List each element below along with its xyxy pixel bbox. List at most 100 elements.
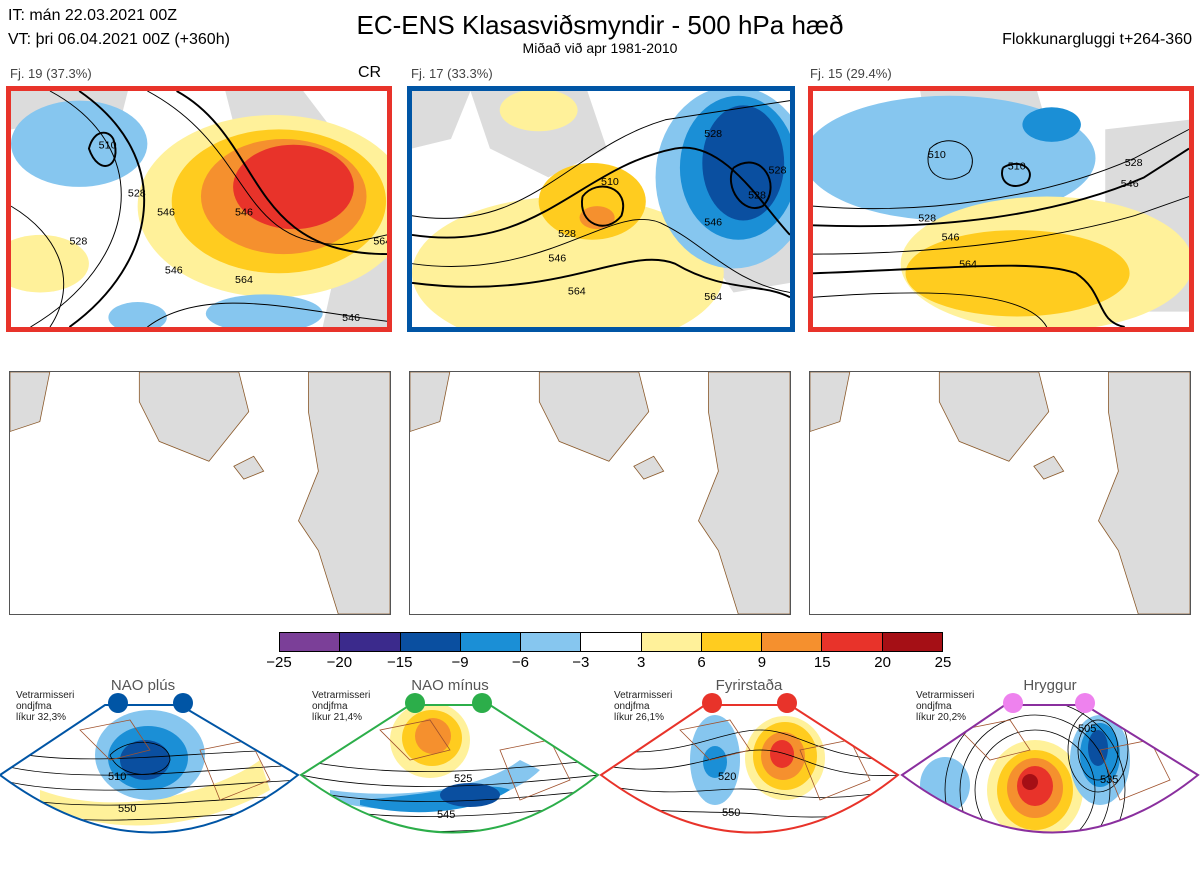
- svg-text:565: 565: [447, 849, 465, 861]
- regime-4-note: Vetrarmisseri ondjfma líkur 20,2%: [916, 690, 975, 723]
- cluster-1-chart: 510 528 528 546 546 564 564 546 546: [11, 91, 387, 327]
- regime-3-map: 520 550 560: [601, 705, 898, 845]
- regime-4-map: 505 535 560: [902, 705, 1198, 833]
- anomaly-blue-mid: [1022, 107, 1081, 142]
- svg-text:550: 550: [722, 807, 740, 819]
- colorbar-tick: −20: [326, 654, 353, 671]
- colorbar-ticks: −25 −20 −15 −9 −6 −3 3 6 9 15 20 25: [266, 654, 951, 674]
- colorbar-swatch: [280, 633, 341, 651]
- contour-label: 546: [165, 264, 183, 276]
- contour-line: [927, 140, 973, 180]
- regime-4-marker-left: [1003, 693, 1023, 713]
- anomaly-blue-south: [205, 294, 323, 327]
- contour-line: [581, 185, 625, 227]
- colorbar-tick: −6: [511, 654, 530, 671]
- contour-label: 546: [1121, 178, 1139, 190]
- contour-line: [412, 146, 790, 239]
- regime-2-marker-left: [405, 693, 425, 713]
- contour-line: [147, 91, 387, 245]
- regime-2-title: NAO mínus: [411, 677, 489, 694]
- svg-text:545: 545: [437, 809, 455, 821]
- colorbar-tick: 9: [757, 654, 767, 671]
- contour-label: 528: [69, 236, 87, 248]
- colorbar-tick: 25: [934, 654, 952, 671]
- contour-label: 528: [918, 213, 936, 225]
- contour-line: [813, 292, 1048, 327]
- contour-line: [11, 205, 65, 327]
- regime-maps: 510 550 525 545 565: [0, 693, 1200, 861]
- colorbar: [279, 632, 943, 652]
- colorbar-swatch: [521, 633, 582, 651]
- contour-label: 564: [959, 259, 977, 271]
- svg-text:525: 525: [454, 773, 472, 785]
- colorbar-tick: −3: [572, 654, 590, 671]
- base-map-2: [409, 371, 791, 615]
- contour-line: [813, 196, 1189, 255]
- anomaly-blue-sw: [108, 302, 167, 327]
- contour-line: [412, 219, 790, 293]
- colorbar-tick: 6: [697, 654, 706, 671]
- contour-label: 510: [99, 140, 117, 152]
- contour-label: 546: [157, 207, 175, 219]
- regime-2-map: 525 545 565: [301, 705, 598, 861]
- svg-text:510: 510: [108, 771, 126, 783]
- contour-label: 546: [235, 207, 253, 219]
- contour-label: 528: [748, 190, 766, 202]
- cluster-1-tag: CR: [358, 64, 382, 81]
- cluster-1-map: 510 528 528 546 546 564 564 546 546: [6, 86, 392, 332]
- svg-text:550: 550: [118, 803, 136, 815]
- page-title: EC-ENS Klasasviðsmyndir - 500 hPa hæð: [356, 10, 844, 40]
- regime-4-title: Hryggur: [1023, 677, 1077, 694]
- anomaly-blue-light: [11, 100, 148, 187]
- contour-label: 528: [704, 128, 722, 140]
- cluster-2-map: 510 528 528 546 546 564 564 528 528: [407, 86, 795, 332]
- regime-2-marker-right: [472, 693, 492, 713]
- colorbar-swatch: [762, 633, 823, 651]
- regime-3-marker-right: [777, 693, 797, 713]
- cluster-1-label: Fj. 19 (37.3%): [10, 66, 92, 81]
- contour-line: [1001, 162, 1031, 187]
- classification-window: Flokkunargluggi t+264-360: [1002, 31, 1192, 48]
- contour-line: [147, 302, 387, 327]
- contour-label: 510: [601, 176, 619, 188]
- contour-label: 546: [548, 253, 566, 265]
- contour-line: [813, 128, 1189, 210]
- contour-line: [412, 258, 790, 299]
- anomaly-orange-6: [538, 162, 646, 240]
- svg-text:560: 560: [737, 833, 755, 845]
- colorbar-swatch: [581, 633, 642, 651]
- colorbar-tick: −15: [386, 654, 413, 671]
- colorbar-tick: 3: [637, 654, 646, 671]
- contour-line: [30, 91, 122, 327]
- base-map-3: [809, 371, 1191, 615]
- regime-3-note: Vetrarmisseri ondjfma líkur 26,1%: [614, 690, 673, 723]
- init-time: IT: mán 22.03.2021 00Z: [8, 7, 177, 24]
- valid-time: VT: þri 06.04.2021 00Z (+360h): [8, 31, 230, 48]
- colorbar-tick: −9: [451, 654, 469, 671]
- colorbar-swatch: [882, 633, 942, 651]
- colorbar-swatch: [460, 633, 522, 651]
- regime-1-marker-right: [173, 693, 193, 713]
- colorbar-swatch: [340, 633, 401, 651]
- cluster-2-label: Fj. 17 (33.3%): [411, 66, 493, 81]
- contour-label: 546: [342, 312, 360, 324]
- contour-line: [813, 147, 1189, 228]
- contour-line: [68, 91, 146, 327]
- cluster-2-chart: 510 528 528 546 546 564 564 528 528: [412, 91, 790, 327]
- base-map-1: [9, 371, 391, 615]
- contour-line: [412, 100, 790, 219]
- regime-3-title: Fyrirstaða: [715, 677, 783, 694]
- svg-text:505: 505: [1078, 723, 1096, 735]
- contour-label: 546: [942, 232, 960, 244]
- colorbar-tick: 15: [813, 654, 831, 671]
- colorbar-swatch: [701, 633, 763, 651]
- anomaly-yellow: [412, 196, 724, 327]
- contour-label: 528: [1125, 157, 1143, 169]
- contour-label: 564: [568, 285, 586, 297]
- base-map-3-land: [810, 372, 1190, 614]
- contour-label: 546: [704, 216, 722, 228]
- regime-1-note: Vetrarmisseri ondjfma líkur 32,3%: [16, 690, 75, 723]
- regime-2-note: Vetrarmisseri ondjfma líkur 21,4%: [312, 690, 371, 723]
- colorbar-tick: −25: [266, 654, 292, 671]
- contour-label: 564: [373, 236, 387, 248]
